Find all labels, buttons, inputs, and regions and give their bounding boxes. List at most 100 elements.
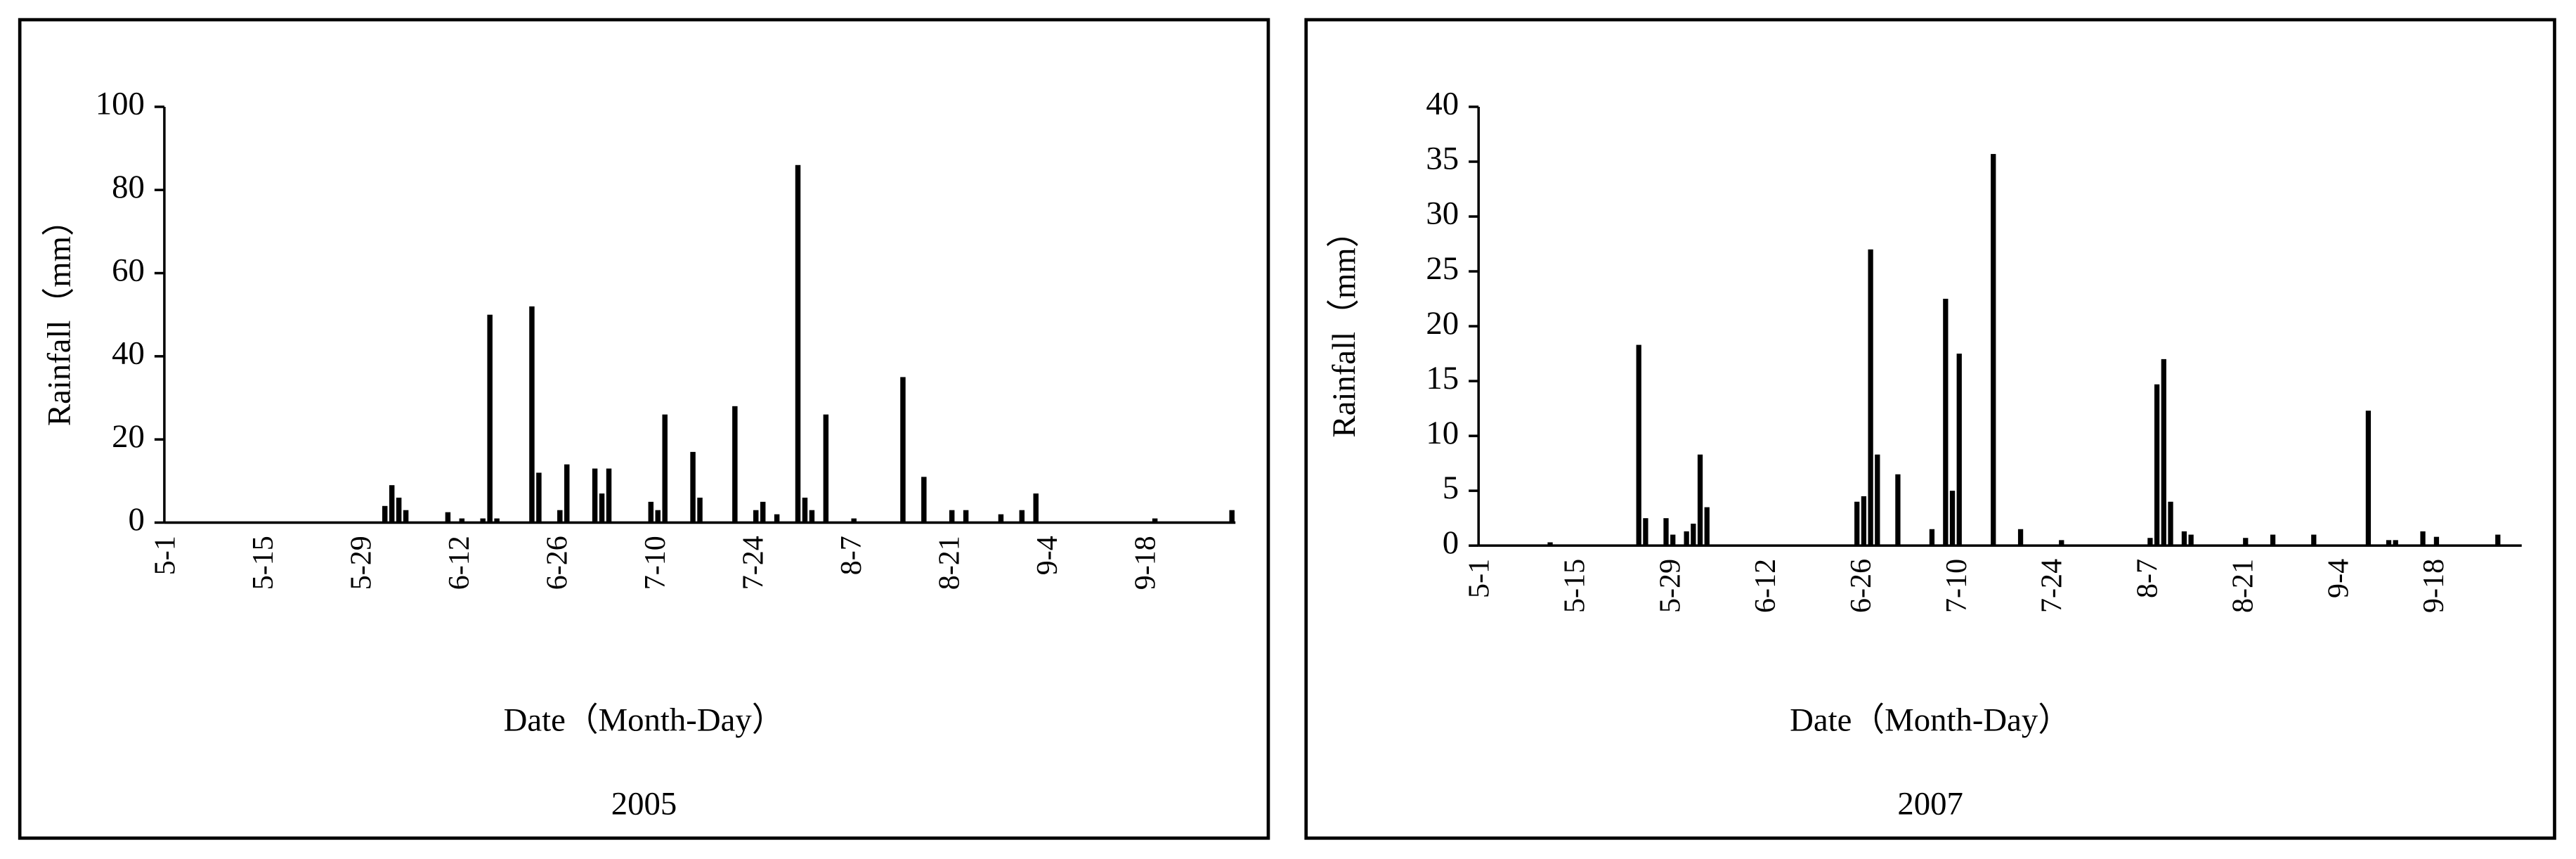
bar bbox=[1949, 491, 1956, 546]
x-tick-label: 8-21 bbox=[2227, 559, 2259, 613]
x-axis-title: Date（Month-Day） bbox=[504, 702, 785, 738]
bar bbox=[1636, 344, 1641, 546]
bar bbox=[774, 514, 780, 523]
bar bbox=[480, 518, 486, 523]
bar bbox=[1956, 354, 1962, 546]
bar bbox=[648, 501, 654, 523]
bar bbox=[998, 514, 1004, 523]
bar bbox=[949, 510, 955, 523]
y-tick-label: 25 bbox=[1426, 250, 1459, 287]
bar bbox=[1229, 510, 1235, 523]
bar bbox=[823, 414, 829, 523]
x-tick-label: 5-1 bbox=[150, 536, 182, 575]
bar bbox=[494, 518, 500, 523]
x-tick-label: 9-18 bbox=[2418, 559, 2450, 613]
bar bbox=[2147, 538, 2153, 546]
bar bbox=[2059, 540, 2064, 546]
bar bbox=[1643, 518, 1648, 546]
bar bbox=[1547, 542, 1553, 546]
bar bbox=[1991, 154, 1996, 546]
y-axis-title: Rainfall（mm） bbox=[41, 203, 78, 426]
x-tick-label: 5-15 bbox=[1559, 559, 1592, 613]
bar bbox=[1895, 474, 1901, 546]
bar bbox=[389, 485, 395, 523]
bar bbox=[2168, 501, 2173, 546]
x-tick-label: 6-12 bbox=[1750, 559, 1782, 613]
bar bbox=[2188, 534, 2194, 546]
x-tick-label: 6-26 bbox=[541, 536, 573, 590]
bar bbox=[760, 501, 766, 523]
bar bbox=[557, 510, 563, 523]
bar bbox=[403, 510, 409, 523]
bar bbox=[1684, 531, 1689, 546]
bar bbox=[1697, 454, 1703, 546]
bar bbox=[802, 497, 808, 523]
bar bbox=[599, 493, 605, 523]
x-tick-label: 7-10 bbox=[1941, 559, 1973, 613]
bar bbox=[2161, 359, 2166, 546]
y-tick-label: 0 bbox=[1443, 524, 1459, 561]
bar bbox=[2420, 531, 2426, 546]
bar bbox=[529, 306, 535, 523]
x-tick-label: 9-4 bbox=[2322, 559, 2355, 598]
bar bbox=[900, 377, 906, 523]
bar bbox=[732, 406, 738, 523]
x-tick-label: 9-4 bbox=[1032, 536, 1064, 575]
bar bbox=[851, 518, 857, 523]
x-tick-label: 6-26 bbox=[1845, 559, 1878, 613]
bar bbox=[2433, 536, 2440, 546]
bar bbox=[2365, 411, 2372, 546]
bar bbox=[2243, 538, 2249, 546]
bar bbox=[1663, 518, 1669, 546]
bar bbox=[1861, 496, 1867, 546]
x-tick-label: 7-24 bbox=[2036, 559, 2069, 613]
bar bbox=[2017, 529, 2024, 546]
chart-title: 2007 bbox=[1897, 786, 1963, 822]
bar bbox=[606, 468, 612, 523]
bar bbox=[2181, 531, 2187, 546]
x-tick-label: 5-29 bbox=[345, 536, 377, 590]
x-tick-label: 8-7 bbox=[2132, 559, 2164, 598]
x-tick-label: 7-24 bbox=[737, 536, 769, 590]
y-tick-label: 0 bbox=[128, 501, 144, 538]
y-tick-label: 15 bbox=[1426, 360, 1459, 396]
bar bbox=[2393, 540, 2398, 546]
bar bbox=[2154, 384, 2160, 546]
bar bbox=[662, 414, 668, 523]
y-tick-label: 30 bbox=[1426, 195, 1459, 232]
x-tick-label: 5-1 bbox=[1464, 559, 1496, 598]
x-tick-label: 9-18 bbox=[1129, 536, 1162, 590]
y-tick-label: 5 bbox=[1443, 470, 1459, 506]
bar bbox=[2386, 540, 2392, 546]
x-tick-label: 8-7 bbox=[835, 536, 868, 575]
bar bbox=[795, 164, 801, 523]
y-tick-label: 10 bbox=[1426, 415, 1459, 451]
bar bbox=[1868, 249, 1873, 546]
bar bbox=[564, 464, 570, 523]
y-tick-label: 80 bbox=[112, 169, 145, 205]
y-axis-title: Rainfall（mm） bbox=[1326, 215, 1362, 438]
bar bbox=[2495, 534, 2501, 546]
bar bbox=[921, 477, 927, 523]
bar bbox=[445, 512, 451, 523]
x-tick-label: 7-10 bbox=[639, 536, 672, 590]
bar bbox=[1943, 299, 1949, 546]
x-tick-label: 6-12 bbox=[443, 536, 476, 590]
y-tick-label: 40 bbox=[1426, 86, 1459, 122]
y-tick-label: 100 bbox=[96, 86, 145, 122]
y-tick-label: 20 bbox=[112, 418, 145, 455]
bar bbox=[1875, 454, 1880, 546]
panel-frame bbox=[18, 18, 1270, 840]
y-tick-label: 35 bbox=[1426, 141, 1459, 177]
bar bbox=[536, 472, 542, 523]
bar bbox=[753, 510, 759, 523]
bar bbox=[697, 497, 703, 523]
bar bbox=[1019, 510, 1025, 523]
chart-title: 2005 bbox=[611, 786, 677, 822]
bar bbox=[396, 497, 402, 523]
bar bbox=[1704, 507, 1710, 546]
y-tick-label: 60 bbox=[112, 252, 145, 288]
bar bbox=[2311, 534, 2317, 546]
bar bbox=[1033, 493, 1039, 523]
